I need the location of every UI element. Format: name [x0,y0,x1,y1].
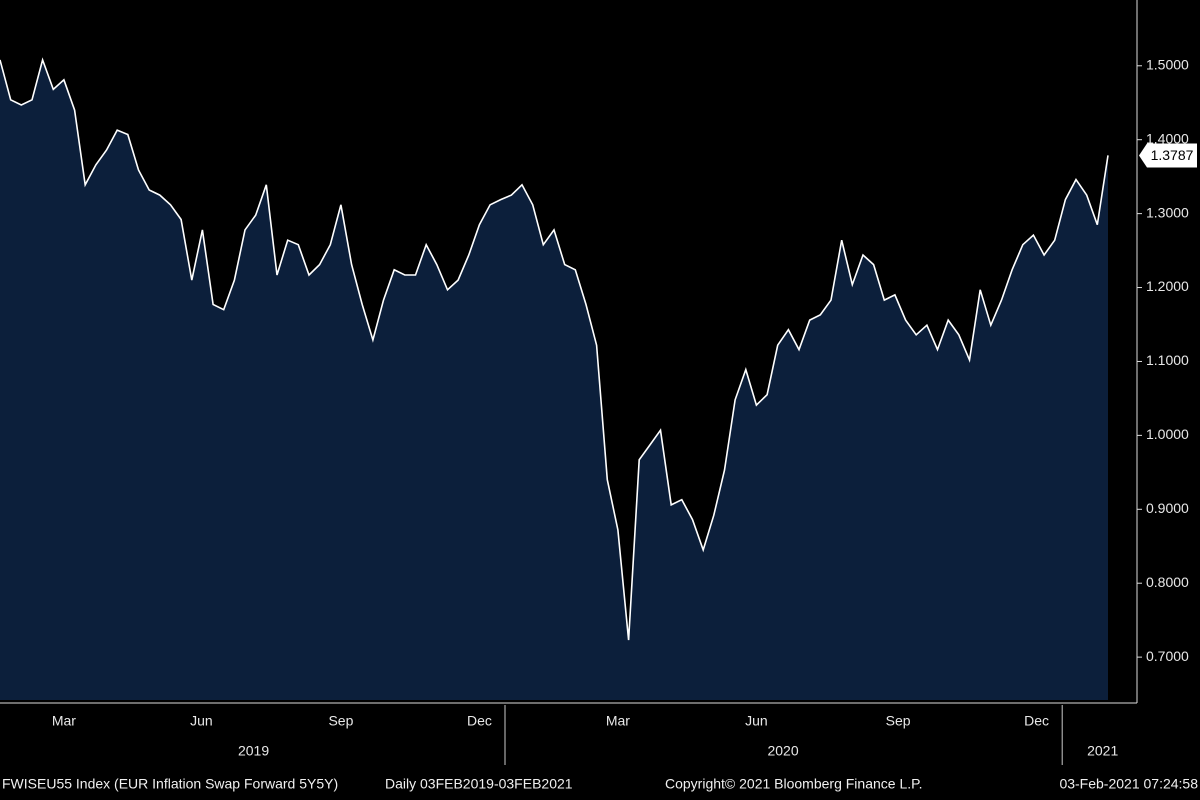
x-tick-label: Jun [745,713,768,729]
year-label: 2020 [767,743,798,759]
y-tick-label: 1.5000 [1146,56,1189,72]
x-tick-label: Dec [1024,713,1049,729]
line [0,57,1109,641]
y-tick-label: 1.2000 [1146,278,1189,294]
x-tick-label: Dec [467,713,492,729]
y-tick-label: 0.8000 [1146,574,1189,590]
year-label: 2019 [238,743,269,759]
x-tick-label: Mar [52,713,76,729]
x-tick-label: Mar [606,713,630,729]
last-value-tag [1139,143,1197,168]
x-tick-label: Sep [328,713,353,729]
y-tick-label: 0.7000 [1146,648,1189,664]
source: Copyright© 2021 Bloomberg Finance L.P. [665,776,923,792]
year-label: 2021 [1087,743,1118,759]
y-tick-label: 1.4000 [1146,130,1189,146]
y-tick-label: 0.9000 [1146,500,1189,516]
chart-subtitle: Daily 03FEB2019-03FEB2021 [385,776,573,792]
last-value-label: 1.3787 [1151,147,1194,163]
y-tick-label: 1.1000 [1146,352,1189,368]
y-tick-label: 1.3000 [1146,204,1189,220]
chart-title: FWISEU55 Index (EUR Inflation Swap Forwa… [2,776,338,792]
y-tick-label: 1.0000 [1146,426,1189,442]
area [0,59,1108,700]
x-tick-label: Sep [886,713,911,729]
x-tick-label: Jun [190,713,213,729]
timestamp: 03-Feb-2021 07:24:58 [1059,776,1198,792]
